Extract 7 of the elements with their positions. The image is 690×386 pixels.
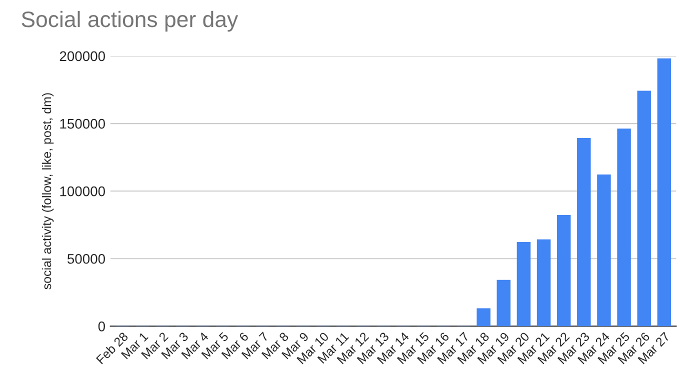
y-tick-label: 150000 xyxy=(60,118,105,129)
y-tick-label: 200000 xyxy=(60,51,105,62)
y-tick-label: 100000 xyxy=(60,186,105,196)
y-tick-label: 0 xyxy=(98,322,105,332)
y-axis-title: social activity (follow, like, post, dm) xyxy=(42,93,54,290)
chart-title: Social actions per day xyxy=(22,10,238,32)
y-tick-label: 50000 xyxy=(67,254,105,264)
